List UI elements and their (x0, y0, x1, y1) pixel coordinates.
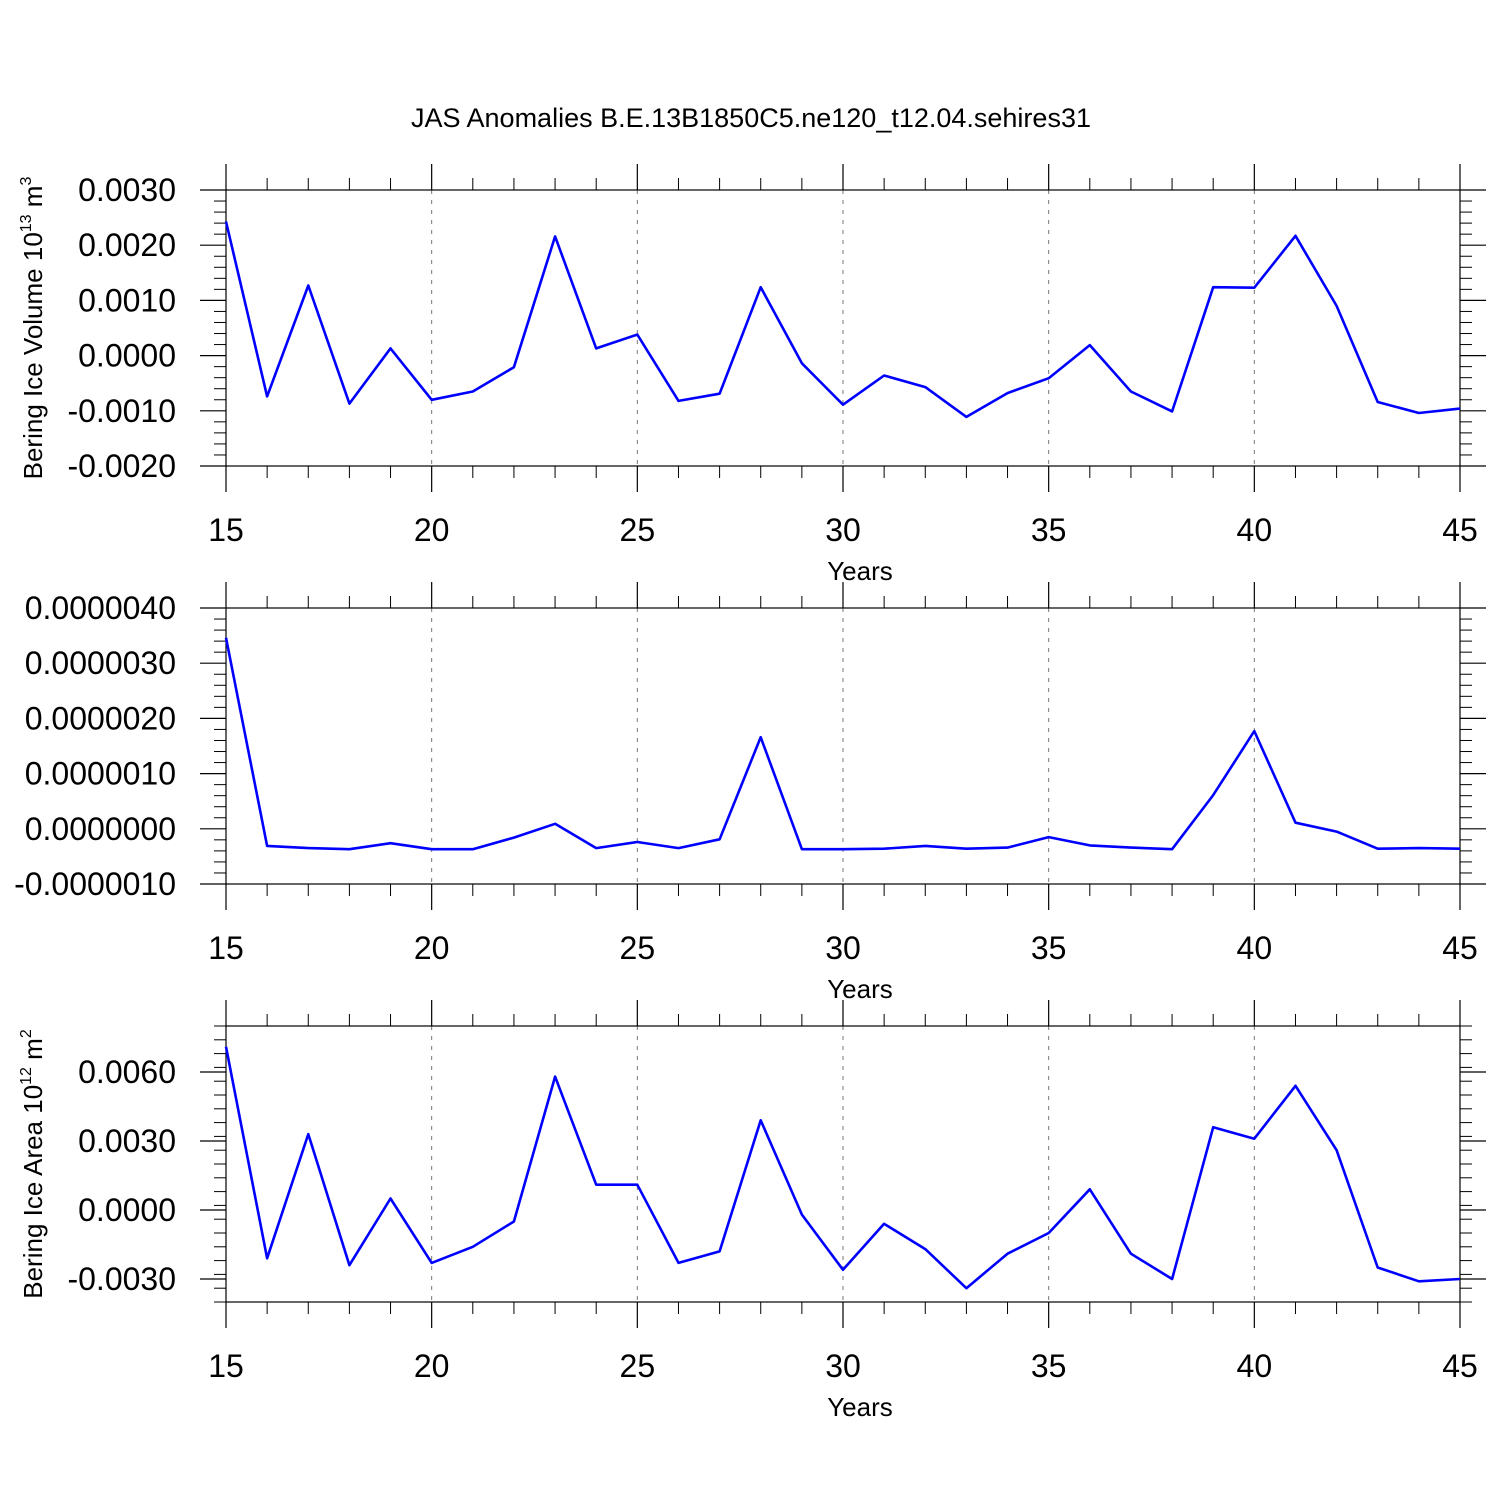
y-tick-label: 0.0000020 (25, 700, 176, 736)
x-tick-label: 35 (1031, 512, 1067, 548)
y-tick-label: 0.0030 (78, 172, 176, 208)
x-tick-label: 40 (1237, 1348, 1273, 1384)
x-axis-label: Years (827, 1392, 893, 1422)
x-axis-label: Years (827, 974, 893, 1004)
chart-panel-1: 0.0030 0.0020 0.0010 0.0000 -0.0010 -0.0020 15… (18, 164, 1486, 586)
y-tick-label: -0.0000010 (14, 866, 176, 902)
x-tick-label: 20 (414, 512, 450, 548)
x-tick-label: 40 (1237, 512, 1273, 548)
x-tick-label: 35 (1031, 930, 1067, 966)
y-tick-label: 0.0010 (78, 282, 176, 318)
y-tick-label: 0.0000 (78, 338, 176, 374)
series-line (224, 637, 1461, 851)
x-tick-label: 25 (620, 930, 656, 966)
chart-panel-3: 0.0060 0.0030 0.0000 -0.0030 15 20 25 30 35 40 45 Y… (18, 1000, 1486, 1422)
x-tick-label: 35 (1031, 1348, 1067, 1384)
y-tick-label: -0.0020 (67, 448, 176, 484)
y-axis-label: Bering Ice Volume 1013 m3 (18, 177, 48, 480)
x-tick-label: 15 (208, 512, 244, 548)
series-line (224, 1046, 1461, 1290)
x-axis-label: Years (827, 556, 893, 586)
figure-title: JAS Anomalies B.E.13B1850C5.ne120_t12.04… (411, 103, 1091, 133)
y-tick-label: 0.0030 (78, 1123, 176, 1159)
y-tick-label: 0.0000030 (25, 645, 176, 681)
panels: 0.0030 0.0020 0.0010 0.0000 -0.0010 -0.0020 15… (14, 164, 1486, 1422)
y-tick-label: 0.0000 (78, 1192, 176, 1228)
y-tick-label: -0.0030 (67, 1261, 176, 1297)
y-tick-label: 0.0060 (78, 1054, 176, 1090)
y-axis-label: Bering Ice Area 1012 m2 (18, 1029, 48, 1299)
x-tick-label: 20 (414, 930, 450, 966)
x-tick-label: 45 (1442, 1348, 1478, 1384)
x-tick-label: 25 (620, 512, 656, 548)
y-tick-label: 0.0000000 (25, 811, 176, 847)
y-tick-label: 0.0020 (78, 227, 176, 263)
x-tick-label: 25 (620, 1348, 656, 1384)
series-line (224, 221, 1461, 419)
x-tick-label: 40 (1237, 930, 1273, 966)
x-tick-label: 45 (1442, 512, 1478, 548)
chart-panel-2: 0.0000040 0.0000030 0.0000020 0.0000010 0.00… (14, 582, 1486, 1004)
x-tick-label: 15 (208, 930, 244, 966)
x-tick-label: 15 (208, 1348, 244, 1384)
x-tick-label: 30 (825, 1348, 861, 1384)
x-tick-label: 45 (1442, 930, 1478, 966)
x-tick-label: 30 (825, 930, 861, 966)
x-tick-label: 30 (825, 512, 861, 548)
y-tick-label: 0.0000040 (25, 590, 176, 626)
x-tick-label: 20 (414, 1348, 450, 1384)
y-tick-label: 0.0000010 (25, 756, 176, 792)
y-tick-label: -0.0010 (67, 393, 176, 429)
